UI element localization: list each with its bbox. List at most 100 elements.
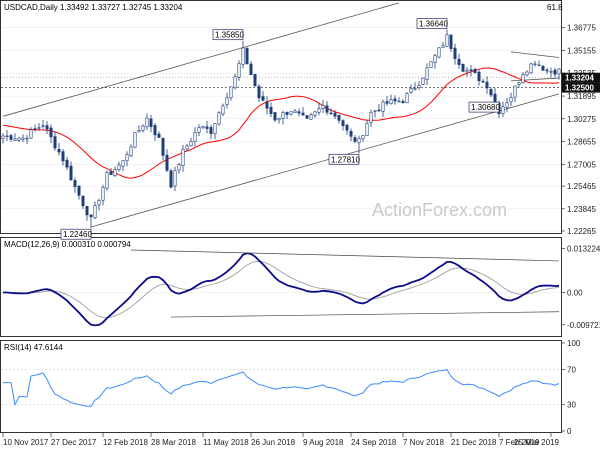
candle-body — [437, 47, 441, 58]
annotation-label: 1.22460 — [63, 230, 92, 239]
price-axis-marker-label: 1.33204 — [565, 74, 594, 83]
candle-body — [353, 137, 357, 142]
candle-body — [337, 114, 341, 121]
channel-lower-line — [90, 93, 560, 228]
candle-body — [417, 85, 421, 88]
candle-body — [285, 111, 289, 115]
candle-body — [53, 136, 57, 149]
candle-body — [537, 64, 541, 67]
candle-body — [33, 128, 37, 130]
candle-body — [269, 106, 273, 114]
candle-body — [521, 74, 525, 84]
candle-body — [481, 80, 485, 83]
price-y-tick-label: 1.35155 — [567, 46, 596, 55]
candle-body — [121, 160, 125, 167]
candle-body — [133, 132, 137, 148]
candle-body — [281, 112, 285, 119]
x-tick-label: 7 Nov 2018 — [403, 438, 444, 447]
annotation-label: 1.30680 — [471, 103, 500, 112]
candle-body — [261, 96, 265, 101]
candle-body — [105, 172, 109, 189]
candle-body — [301, 112, 305, 116]
price-y-tick-label: 1.25465 — [567, 182, 596, 191]
annotation-box — [468, 101, 500, 113]
candle-body — [357, 138, 361, 144]
candle-body — [85, 205, 89, 216]
candle-body — [305, 115, 309, 119]
axes: 1.367751.351551.335351.318951.302751.286… — [2, 24, 600, 447]
candle-body — [429, 61, 433, 68]
price-ohlc-readout: 1.33492 1.33727 1.32745 1.33204 — [60, 3, 183, 12]
candle-body — [185, 145, 189, 150]
x-tick-label: 10 Nov 2017 — [3, 438, 49, 447]
candle-body — [469, 69, 473, 71]
candle-body — [449, 34, 453, 49]
candle-body — [409, 88, 413, 93]
candle-body — [125, 154, 129, 162]
candle-body — [293, 110, 297, 113]
candle-body — [373, 110, 377, 112]
candle-body — [401, 100, 405, 104]
candle-body — [81, 195, 85, 207]
candle-body — [89, 214, 93, 218]
candle-body — [509, 97, 513, 103]
candle-body — [309, 114, 313, 120]
macd-main-line — [3, 252, 560, 327]
candle-body — [489, 89, 493, 96]
candle-body — [273, 112, 277, 121]
candle-body — [201, 126, 205, 129]
x-tick-label: 25 Mar 2019 — [514, 438, 559, 447]
candle-body — [505, 102, 509, 108]
macd-lower-trendline — [170, 311, 560, 318]
candle-body — [549, 71, 553, 73]
x-tick-label: 9 Aug 2018 — [303, 438, 344, 447]
candle-body — [397, 100, 401, 103]
candle-body — [161, 138, 165, 156]
candle-body — [501, 106, 505, 114]
candle-body — [425, 67, 429, 80]
candle-body — [413, 87, 417, 90]
annotation-label: 1.35850 — [215, 31, 244, 40]
candle-body — [377, 109, 381, 112]
candle-body — [465, 69, 469, 73]
candle-body — [541, 65, 545, 71]
candle-body — [385, 101, 389, 104]
triangle-lower-line — [510, 77, 560, 82]
annotation-label: 1.36640 — [419, 20, 448, 29]
price-y-tick-label: 1.28655 — [567, 137, 596, 146]
candle-body — [41, 125, 45, 127]
annotation-label: 1.27810 — [331, 155, 360, 164]
candle-body — [165, 154, 169, 171]
rsi-panel-frame — [0, 340, 562, 433]
candle-body — [297, 111, 301, 114]
candle-body — [313, 111, 317, 116]
candle-body — [57, 148, 61, 153]
candle-body — [513, 85, 517, 98]
price-y-tick-label: 1.31895 — [567, 92, 596, 101]
annotation-box — [60, 228, 92, 240]
candle-body — [153, 125, 157, 136]
candle-body — [29, 129, 33, 139]
candle-body — [197, 127, 201, 133]
macd-upper-trendline — [130, 249, 560, 262]
candle-body — [193, 132, 197, 142]
candle-body — [253, 74, 257, 87]
x-tick-label: 27 Dec 2017 — [51, 438, 97, 447]
candle-body — [477, 71, 481, 82]
candle-body — [389, 99, 393, 104]
candle-body — [381, 101, 385, 112]
candle-body — [9, 135, 13, 140]
candle-body — [345, 124, 349, 131]
candle-body — [349, 131, 353, 137]
macd-signal-line — [3, 260, 560, 319]
candle-body — [21, 137, 25, 140]
candle-body — [113, 169, 117, 176]
candle-body — [17, 137, 21, 141]
candle-body — [233, 76, 237, 89]
rsi-y-tick-label: 30 — [567, 401, 576, 410]
price-panel-frame — [0, 0, 562, 234]
candle-body — [93, 205, 97, 219]
x-tick-label: 28 Mar 2018 — [151, 438, 196, 447]
